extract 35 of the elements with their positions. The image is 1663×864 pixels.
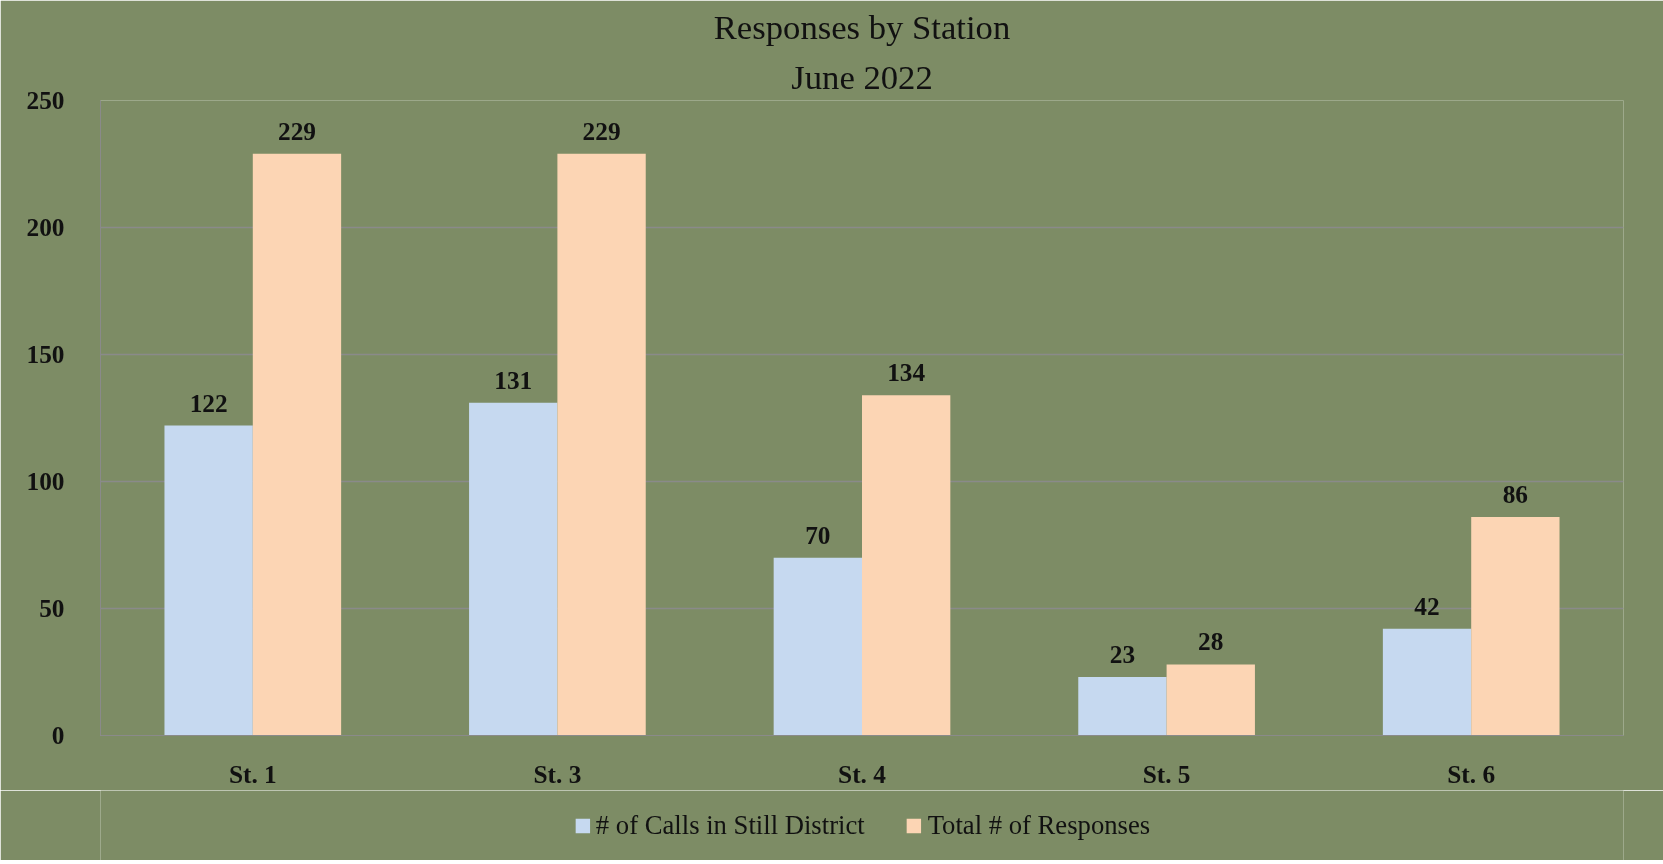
data-label: 134 <box>887 358 926 387</box>
legend-label: Total # of Responses <box>927 809 1151 841</box>
data-label: 229 <box>277 116 316 145</box>
bar <box>469 402 558 736</box>
chart-subtitle: June 2022 <box>791 57 933 96</box>
data-label: 229 <box>582 116 621 145</box>
chart-title: Responses by Station <box>713 7 1011 46</box>
bar <box>1471 517 1560 736</box>
bar <box>252 153 342 736</box>
bar <box>1078 677 1167 736</box>
y-tick-label: 150 <box>26 340 65 368</box>
y-tick-label: 100 <box>26 467 65 495</box>
y-tick-label: 50 <box>39 594 65 622</box>
x-tick-label: St. 5 <box>1142 759 1191 788</box>
bar <box>1382 628 1472 736</box>
legend-label: # of Calls in Still District <box>595 809 865 841</box>
bar <box>862 395 951 736</box>
y-tick-label: 250 <box>26 86 65 114</box>
data-label: 70 <box>805 520 831 549</box>
y-tick-label: 200 <box>26 213 65 241</box>
data-label: 131 <box>494 365 533 394</box>
data-label: 86 <box>1502 480 1529 509</box>
bar <box>557 153 646 736</box>
bar <box>773 557 862 736</box>
y-tick-label: 0 <box>51 721 65 749</box>
data-label: 28 <box>1198 627 1224 656</box>
data-label: 23 <box>1109 640 1136 669</box>
x-tick-label: St. 3 <box>533 759 582 788</box>
data-label: 42 <box>1414 591 1440 620</box>
x-tick-label: St. 1 <box>228 759 277 788</box>
data-label: 122 <box>189 388 228 417</box>
bar <box>1166 664 1255 736</box>
x-tick-label: St. 6 <box>1447 759 1496 788</box>
x-tick-label: St. 4 <box>838 759 887 788</box>
bar <box>164 425 253 736</box>
